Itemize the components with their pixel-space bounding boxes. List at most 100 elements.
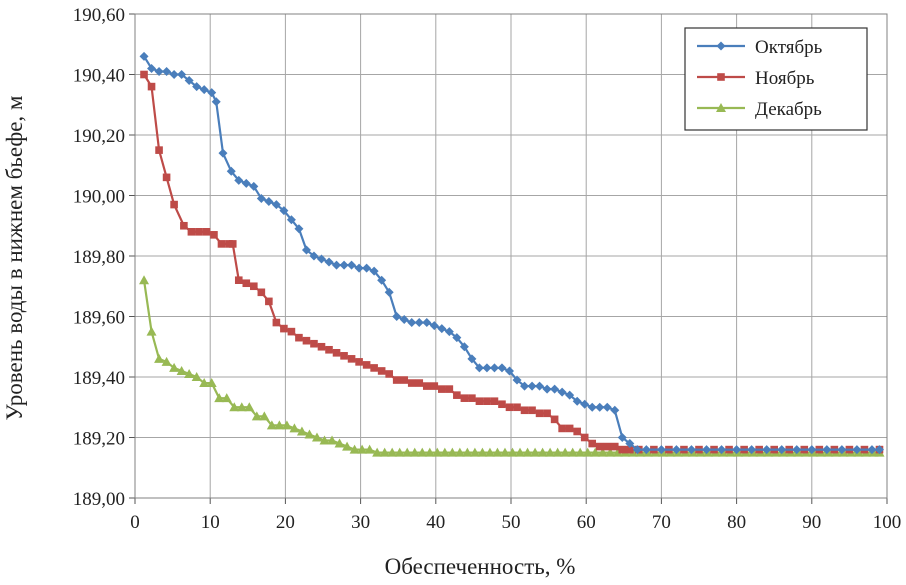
data-point	[211, 97, 221, 107]
data-point	[362, 263, 372, 273]
y-tick-label: 189,80	[73, 247, 125, 268]
data-point	[414, 318, 424, 328]
y-tick-label: 189,20	[73, 429, 125, 450]
data-point	[492, 447, 503, 457]
data-point	[379, 447, 390, 457]
data-point	[747, 445, 757, 455]
data-point	[407, 379, 416, 387]
data-point	[542, 384, 552, 394]
data-point	[469, 447, 480, 457]
data-point	[552, 447, 563, 457]
data-point	[610, 442, 619, 451]
data-point	[147, 63, 157, 73]
data-point	[717, 445, 727, 455]
data-point	[837, 445, 847, 455]
x-tick-label: 60	[577, 512, 596, 533]
data-point	[139, 275, 150, 285]
series-group	[139, 51, 885, 457]
data-point	[445, 385, 454, 393]
data-point	[792, 445, 802, 455]
data-point	[289, 423, 300, 433]
data-point	[316, 254, 326, 264]
data-point	[217, 240, 226, 248]
data-point	[169, 70, 179, 79]
data-point	[424, 447, 435, 457]
data-point	[214, 393, 225, 403]
data-point	[874, 445, 884, 455]
data-point	[482, 363, 492, 373]
data-point	[357, 444, 368, 454]
data-point	[334, 438, 345, 448]
data-point	[369, 266, 379, 276]
legend-label: Ноябрь	[755, 68, 815, 89]
data-point	[394, 447, 405, 457]
data-point	[355, 358, 363, 366]
data-point	[286, 215, 296, 225]
data-point	[572, 396, 582, 406]
data-point	[603, 442, 612, 451]
data-point	[226, 166, 236, 176]
data-point	[558, 424, 566, 433]
data-point	[582, 447, 593, 457]
data-point	[302, 336, 311, 345]
data-point	[407, 318, 417, 328]
data-point	[595, 402, 605, 412]
series-triangle	[139, 275, 885, 457]
data-point	[170, 200, 178, 209]
data-point	[280, 324, 288, 333]
data-point	[387, 447, 398, 457]
data-point	[497, 363, 507, 373]
data-point	[447, 447, 458, 457]
data-point	[340, 352, 348, 360]
data-point	[777, 445, 787, 455]
data-point	[520, 406, 529, 415]
data-point	[370, 364, 378, 372]
data-point	[384, 287, 394, 297]
data-point	[385, 370, 393, 378]
data-point	[236, 402, 247, 412]
data-point	[499, 447, 510, 457]
y-tick-label: 190,00	[73, 187, 125, 208]
y-tick-label: 190,20	[73, 126, 125, 147]
data-point	[274, 420, 285, 430]
data-point	[595, 442, 604, 451]
legend-marker	[716, 103, 726, 112]
x-axis-title: Обеспеченность, %	[385, 554, 576, 579]
data-point	[507, 447, 518, 457]
data-point	[612, 447, 623, 457]
data-point	[632, 445, 642, 455]
data-point	[332, 349, 341, 357]
data-point	[259, 411, 270, 421]
legend-label: Октябрь	[755, 37, 823, 58]
data-point	[229, 402, 240, 412]
data-point	[251, 411, 262, 421]
data-point	[417, 447, 428, 457]
data-point	[228, 240, 237, 248]
x-tick-label: 50	[502, 512, 521, 533]
data-point	[520, 381, 530, 391]
data-point	[256, 194, 266, 204]
data-point	[415, 379, 424, 387]
data-point	[339, 260, 349, 270]
data-point	[377, 367, 386, 375]
data-point	[392, 312, 402, 321]
data-point	[155, 146, 163, 154]
data-point	[279, 206, 289, 216]
data-point	[610, 405, 620, 415]
data-point	[295, 333, 303, 342]
data-point	[184, 368, 195, 378]
data-point	[460, 394, 469, 402]
legend-marker	[717, 73, 725, 81]
data-point	[311, 432, 322, 442]
data-point	[271, 200, 281, 210]
data-point	[287, 327, 296, 336]
data-point	[234, 276, 243, 284]
data-point	[512, 375, 522, 385]
x-tick-label: 80	[727, 512, 746, 533]
data-point	[590, 447, 601, 457]
data-point	[513, 403, 521, 412]
data-point	[139, 51, 149, 61]
data-point	[169, 362, 180, 372]
series-line	[142, 280, 880, 454]
data-point	[161, 356, 172, 366]
